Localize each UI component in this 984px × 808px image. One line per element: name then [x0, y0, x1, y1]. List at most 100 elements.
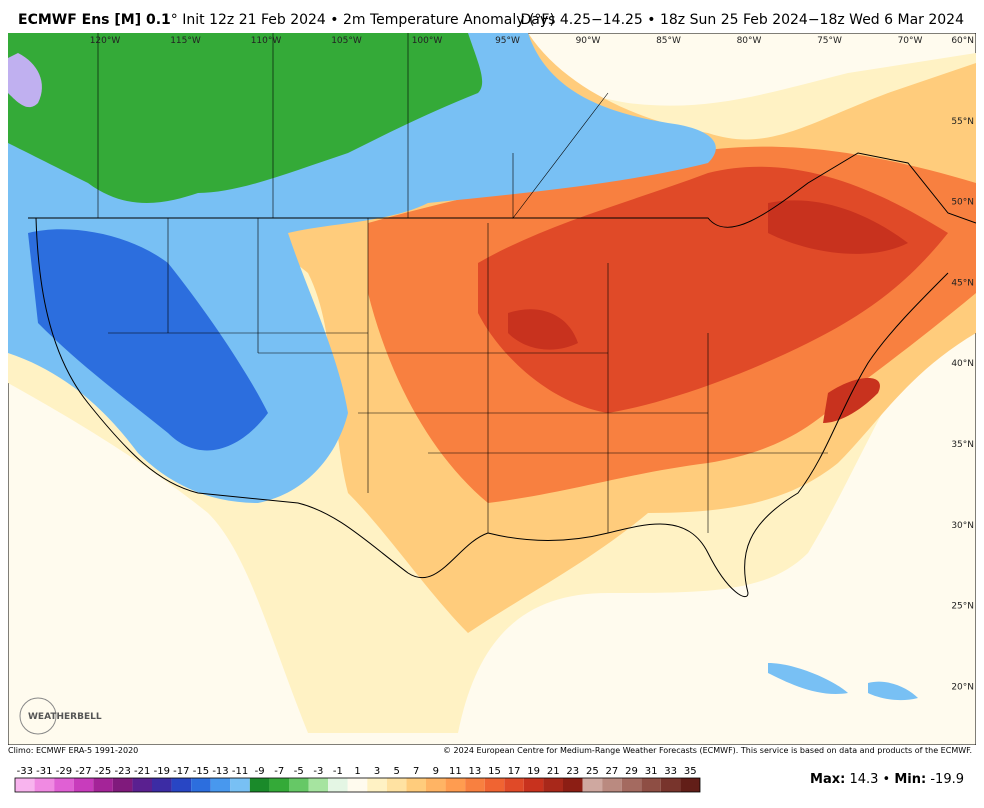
colorbar-label: 31 [645, 766, 658, 777]
colorbar-label: -29 [56, 766, 72, 777]
min: -19.9 [930, 772, 964, 787]
latitude-label: 55°N [951, 117, 974, 127]
colorbar-cell [112, 778, 133, 792]
colorbar-label: -9 [255, 766, 265, 777]
init: ° Init 12z 21 Feb 2024 • 2m Temperature … [170, 12, 555, 28]
colorbar-label: 9 [433, 766, 439, 777]
latitude-label: 35°N [951, 440, 974, 450]
colorbar-cell [152, 778, 172, 792]
colorbar-cell [445, 778, 466, 792]
colorbar-cell [386, 778, 407, 792]
latitude-label: 25°N [951, 602, 974, 612]
climo: Climo: ECMWF ERA-5 1991-2020 [8, 746, 139, 755]
colorbar-cell [406, 778, 426, 792]
longitude-label: 120°W [90, 36, 121, 46]
longitude-label: 85°W [656, 36, 681, 46]
colorbar-label: -25 [95, 766, 111, 777]
colorbar-label: -3 [313, 766, 323, 777]
longitude-label: 90°W [576, 36, 601, 46]
colorbar-cell [465, 778, 485, 792]
colorbar-cell [680, 778, 700, 792]
colorbar-label: 35 [684, 766, 697, 777]
colorbar-cell [347, 778, 368, 792]
longitude-label: 75°W [817, 36, 842, 46]
latitude-label: 50°N [951, 198, 974, 208]
logo-mark [19, 697, 57, 735]
colorbar-label: 5 [393, 766, 399, 777]
colorbar-label: 23 [566, 766, 579, 777]
colorbar-label: 27 [606, 766, 619, 777]
colorbar-cell [249, 778, 270, 792]
colorbar: -33 -31 -29 -27 -25 -23 -21 -19 -17 -15 -13 -11 -9 -7… [14, 766, 701, 793]
colorbar-label: -11 [232, 766, 248, 777]
copyright: © 2024 European Centre for Medium-Range … [443, 746, 972, 755]
us-coast [35, 217, 949, 598]
longitude-label: 70°W [898, 36, 923, 46]
colorbar-label: -19 [154, 766, 170, 777]
colorbar-label: -21 [134, 766, 150, 777]
colorbar-cell [563, 778, 583, 792]
colorbar-cell [171, 778, 192, 792]
green-zone [8, 33, 483, 203]
colorbar-cell [328, 778, 348, 792]
colorbar-cell [54, 778, 74, 792]
colorbar-label: 13 [469, 766, 482, 777]
colorbar-label: -31 [36, 766, 52, 777]
colorbar-label: 33 [664, 766, 677, 777]
min-label: Min: [894, 772, 927, 787]
caribbean [768, 663, 918, 701]
stats: Max: 14.3 • Min: -19.9 [810, 772, 964, 787]
colorbar-label: -7 [274, 766, 284, 777]
colorbar-label: -13 [212, 766, 228, 777]
colorbar-cell [34, 778, 55, 792]
latitude-label: 60°N [951, 36, 974, 46]
colorbar-cell [308, 778, 329, 792]
latitude-label: 20°N [951, 682, 974, 692]
longitude-label: 115°W [170, 36, 201, 46]
colorbar-cell [289, 778, 309, 792]
blue-zone [28, 229, 268, 451]
colorbar-cell [621, 778, 642, 792]
colorbar-frame [14, 777, 701, 793]
colorbar-cell [367, 778, 387, 792]
model: ECMWF Ens [M] 0.1 [18, 12, 171, 28]
latitude-label: 30°N [951, 521, 974, 531]
colorbar-cell [602, 778, 622, 792]
colorbar-cell [641, 778, 661, 792]
colorbar-label: 29 [625, 766, 638, 777]
latitude-labels: 60°N 55°N 50°N 45°N 40°N 35°N 30°N 25°N 20°N [951, 36, 974, 692]
colorbar-label: 21 [547, 766, 560, 777]
colorbar-label: 19 [527, 766, 540, 777]
period: Days 4.25−14.25 • 18z Sun 25 Feb 2024−18… [520, 12, 964, 28]
latitude-label: 45°N [951, 278, 974, 288]
colorbar-cell [132, 778, 152, 792]
hot-spots [508, 200, 908, 423]
colorbar-cell [73, 778, 94, 792]
max-label: Max: [810, 772, 846, 787]
colorbar-label: 7 [413, 766, 419, 777]
borders [28, 33, 976, 598]
colorbar-cell [543, 778, 563, 792]
province-lines [97, 33, 609, 219]
colorbar-cell [426, 778, 446, 792]
max: 14.3 [849, 772, 879, 787]
colorbar-cell [210, 778, 231, 792]
title: ECMWF Ens [M] 0.1° Init 12z 21 Feb 2024 … [18, 12, 555, 28]
longitude-label: 100°W [412, 36, 443, 46]
state-lines [108, 218, 828, 533]
colorbar-label: -15 [193, 766, 209, 777]
colorbar-cell [582, 778, 603, 792]
longitude-labels: 120°W 115°W 110°W 105°W 100°W 95°W 90°W 85°W 80°… [90, 36, 923, 46]
colorbar-label: -1 [333, 766, 343, 777]
logo: WEATHERBELL [28, 712, 102, 722]
colorbar-cell [660, 778, 681, 792]
colorbar-cell [15, 778, 35, 792]
colorbar-label: -17 [173, 766, 189, 777]
colorbar-cell [93, 778, 113, 792]
longitude-label: 80°W [737, 36, 762, 46]
colorbar-cell [230, 778, 250, 792]
colorbar-cell [484, 778, 505, 792]
longitude-label: 105°W [331, 36, 362, 46]
colorbar-label: -5 [294, 766, 304, 777]
